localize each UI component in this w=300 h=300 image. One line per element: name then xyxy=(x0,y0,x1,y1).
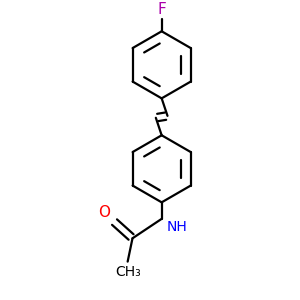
Text: CH₃: CH₃ xyxy=(115,265,140,278)
Text: NH: NH xyxy=(167,220,187,234)
Text: F: F xyxy=(157,2,166,17)
Text: O: O xyxy=(98,205,110,220)
